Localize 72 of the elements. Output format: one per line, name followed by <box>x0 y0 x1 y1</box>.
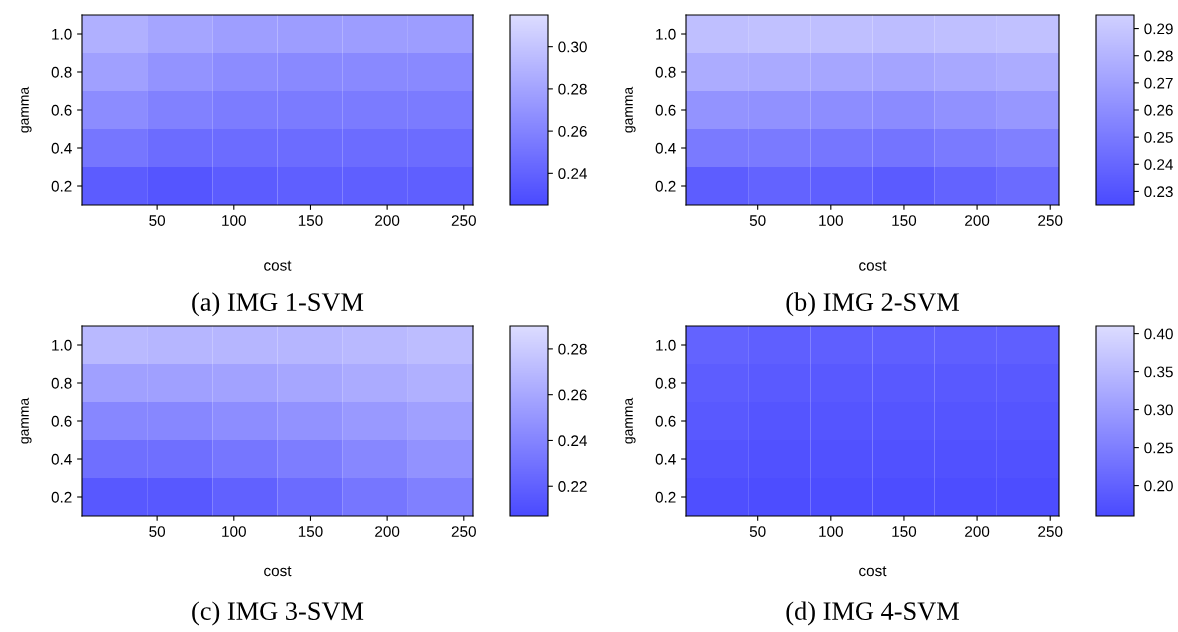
y-axis-title: gamma <box>625 397 636 444</box>
color-bar-label: 0.24 <box>558 435 588 447</box>
y-tick-label: 0.4 <box>51 142 72 154</box>
color-bar-label: 0.29 <box>1144 23 1173 35</box>
color-bar-label: 0.28 <box>558 343 587 355</box>
y-tick-label: 0.8 <box>655 377 676 389</box>
x-tick-label: 150 <box>298 215 323 226</box>
color-bar-label: 0.25 <box>1144 442 1173 454</box>
color-bar-label: 0.30 <box>558 41 587 53</box>
color-bar-label: 0.23 <box>1144 186 1173 198</box>
y-tick-label: 0.6 <box>51 415 72 427</box>
y-tick-label: 0.4 <box>655 142 676 154</box>
y-tick-label: 1.0 <box>656 339 676 351</box>
y-tick-label: 0.4 <box>655 453 676 465</box>
color-bar-label: 0.25 <box>1144 132 1173 143</box>
x-tick-label: 250 <box>1038 215 1063 226</box>
y-tick-label: 0.8 <box>655 66 676 78</box>
x-tick-label: 200 <box>965 215 990 226</box>
y-tick-label: 0.2 <box>655 491 676 503</box>
x-axis-title: cost <box>264 566 292 577</box>
y-axis-title: gamma <box>625 86 636 133</box>
x-tick-label: 100 <box>819 215 843 226</box>
y-tick-label: 1.0 <box>52 28 72 40</box>
color-bar-label: 0.26 <box>558 125 587 137</box>
y-tick-label: 0.8 <box>51 377 72 389</box>
color-bar-label: 0.26 <box>558 389 587 401</box>
color-bar-label: 0.26 <box>1144 104 1173 116</box>
y-tick-label: 0.6 <box>655 104 676 116</box>
x-tick-label: 100 <box>819 526 843 537</box>
x-tick-label: 50 <box>749 215 766 226</box>
x-tick-label: 250 <box>451 526 476 537</box>
color-bar-label: 0.40 <box>1144 328 1173 340</box>
color-bar-label: 0.28 <box>1144 50 1173 62</box>
x-tick-label: 200 <box>375 526 400 537</box>
color-bar-label: 0.22 <box>558 481 587 492</box>
x-tick-label: 100 <box>222 215 246 226</box>
text: (b) IMG 2-SVM <box>786 292 959 317</box>
color-bar-label: 0.24 <box>558 168 588 180</box>
x-tick-label: 150 <box>892 526 917 537</box>
y-axis-title: gamma <box>21 397 32 444</box>
y-tick-label: 0.6 <box>655 415 676 427</box>
y-tick-label: 1.0 <box>656 28 676 40</box>
color-bar-label: 0.35 <box>1144 366 1173 378</box>
y-tick-label: 0.4 <box>51 453 72 465</box>
text: (a) IMG 1-SVM <box>192 292 364 317</box>
y-tick-label: 0.2 <box>51 180 72 192</box>
y-tick-label: 0.2 <box>51 491 72 503</box>
y-axis-title: gamma <box>21 86 32 133</box>
text: (c) IMG 3-SVM <box>192 601 364 626</box>
text: (d) IMG 4-SVM <box>786 601 959 626</box>
x-tick-label: 250 <box>451 215 476 226</box>
color-bar-label: 0.27 <box>1144 77 1173 89</box>
x-tick-label: 250 <box>1038 526 1063 537</box>
x-tick-label: 50 <box>149 526 166 537</box>
x-axis-title: cost <box>264 260 292 271</box>
y-tick-label: 0.6 <box>51 104 72 116</box>
x-tick-label: 100 <box>222 526 246 537</box>
x-tick-label: 50 <box>149 215 166 226</box>
y-tick-label: 0.2 <box>655 180 676 192</box>
x-tick-label: 200 <box>375 215 400 226</box>
y-tick-label: 0.8 <box>51 66 72 78</box>
color-bar-label: 0.20 <box>1144 480 1173 492</box>
color-bar-label: 0.30 <box>1144 404 1173 416</box>
x-axis-title: cost <box>859 566 887 577</box>
x-tick-label: 150 <box>892 215 917 226</box>
x-tick-label: 50 <box>749 526 766 537</box>
x-axis-title: cost <box>859 260 887 271</box>
x-tick-label: 200 <box>965 526 990 537</box>
y-tick-label: 1.0 <box>52 339 72 351</box>
color-bar-label: 0.28 <box>558 83 587 95</box>
x-tick-label: 150 <box>298 526 323 537</box>
color-bar-label: 0.24 <box>1144 159 1174 170</box>
